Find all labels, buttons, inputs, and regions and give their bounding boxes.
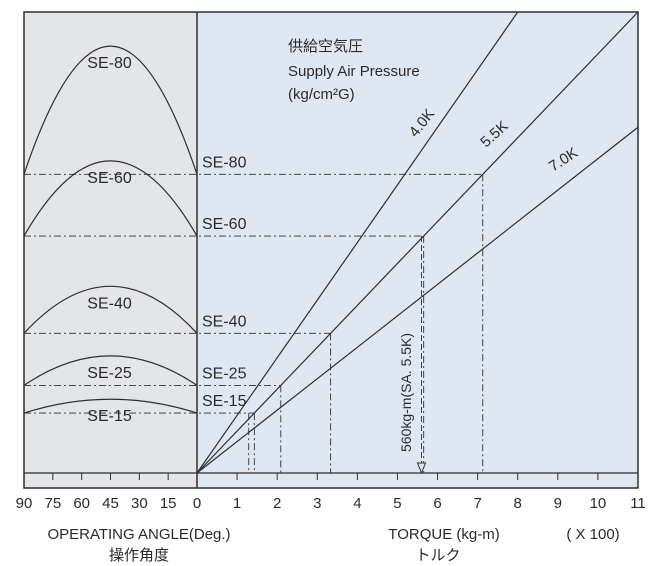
operating-angle-panel [24,12,197,488]
angle-tick-label: 15 [160,495,177,512]
level-label-se-40: SE-40 [202,313,247,330]
torque-tick-label: 4 [353,495,361,512]
level-label-se-15: SE-15 [202,393,247,410]
title-jp: 供給空気圧 [288,38,363,55]
angle-curve-se-80 [23,45,198,175]
torque-panel [197,12,638,488]
title-unit: (kg/cm²G) [288,86,355,103]
axis-multiplier: ( X 100) [566,526,619,543]
torque-tick-label: 3 [313,495,321,512]
torque-tick-label: 0 [193,495,201,512]
torque-annotation: 560kg-m(SA. 5.5K) [398,333,414,452]
torque-tick-label: 11 [630,495,646,512]
curve-label-se-60: SE-60 [87,170,132,187]
right-axis-label-jp: トルク [415,547,460,564]
angle-tick-label: 75 [44,495,61,512]
angle-curves [23,45,198,414]
torque-tick-label: 10 [590,495,607,512]
right-axis-label: TORQUE (kg-m) [388,526,499,543]
curve-label-se-15: SE-15 [87,408,132,425]
pressure-line-4-0k [196,11,519,474]
angle-tick-label: 45 [102,495,119,512]
torque-tick-label: 8 [514,495,522,512]
left-axis-label: OPERATING ANGLE(Deg.) [47,526,230,543]
torque-tick-label: 7 [473,495,481,512]
guide-lines [24,173,484,475]
curve-label-se-25: SE-25 [87,365,132,382]
torque-tick-label: 9 [554,495,562,512]
pressure-line-7-0k [196,126,639,474]
angle-curve-se-25 [23,355,198,386]
angle-curve-se-15 [23,398,198,414]
torque-tick-label: 5 [393,495,401,512]
curve-label-se-80: SE-80 [87,55,132,72]
level-label-se-60: SE-60 [202,216,247,233]
title-en: Supply Air Pressure [288,63,420,80]
level-label-se-80: SE-80 [202,154,247,171]
left-axis-label-jp: 操作角度 [109,547,169,564]
torque-tick-label: 6 [433,495,441,512]
level-label-se-25: SE-25 [202,365,247,382]
chart-frame [23,11,639,489]
angle-curve-se-60 [23,160,198,237]
pressure-line-5-5k [196,11,639,474]
torque-tick-label: 1 [233,495,241,512]
curve-label-se-40: SE-40 [87,295,132,312]
angle-tick-label: 30 [131,495,148,512]
pressure-lines [196,11,639,474]
angle-tick-label: 90 [16,495,33,512]
annotation-arrowhead [416,462,427,475]
angle-curve-se-40 [23,285,198,334]
torque-tick-label: 2 [273,495,281,512]
angle-tick-label: 60 [73,495,90,512]
